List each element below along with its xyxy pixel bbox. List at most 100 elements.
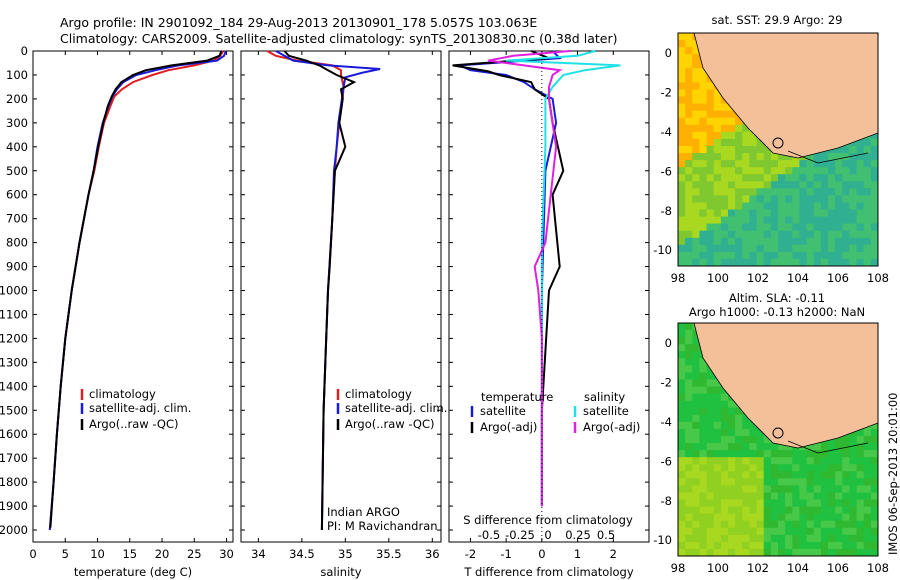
header-line-2: Climatology: CARS2009. Satellite-adjuste… <box>60 31 617 46</box>
map-cell <box>770 506 779 515</box>
map-cell <box>870 499 879 508</box>
map-cell <box>806 188 815 196</box>
map-cell <box>770 181 779 189</box>
map-cell <box>692 372 700 380</box>
map-cell <box>763 436 772 444</box>
map-cell <box>778 457 786 465</box>
map-y-tick-label: -10 <box>653 243 672 257</box>
map-cell <box>813 485 822 493</box>
map-cell <box>856 138 865 147</box>
map-cell <box>856 174 865 182</box>
map-cell <box>728 541 736 550</box>
map-cell <box>813 534 822 543</box>
map-cell <box>685 407 693 416</box>
map-cell <box>785 153 793 161</box>
panel-3: -2 -1 0 1 2 T difference from climatology temp… <box>448 50 650 579</box>
map-cell <box>692 414 700 423</box>
map-cell <box>728 110 736 119</box>
map-cell <box>678 323 686 331</box>
map-cell <box>720 181 729 189</box>
map-cell <box>842 223 850 232</box>
map-cell <box>728 153 736 161</box>
map-cell <box>863 506 872 515</box>
map-cell <box>713 450 722 458</box>
map-cell <box>685 541 693 550</box>
map-cell <box>856 230 865 239</box>
map-cell <box>778 230 786 239</box>
map-cell <box>692 89 700 98</box>
map-cell <box>692 110 700 119</box>
map-cell <box>870 478 879 486</box>
map-x-tick-label: 108 <box>867 561 889 575</box>
map-cell <box>763 513 772 522</box>
map-cell <box>706 237 715 246</box>
map-x-tick-label: 108 <box>867 271 889 285</box>
map-cell <box>849 195 857 203</box>
map-cell <box>706 548 715 557</box>
map-cell <box>678 167 686 175</box>
map-cell <box>756 457 765 465</box>
map-cell <box>720 103 729 112</box>
map-cell <box>728 520 736 529</box>
map-cell <box>870 513 879 522</box>
map-cell <box>792 209 800 218</box>
map-cell <box>699 237 707 246</box>
y-tick-label: 1500 <box>0 403 28 417</box>
map-cell <box>828 450 836 458</box>
map-cell <box>828 251 836 260</box>
map-cell <box>863 237 872 246</box>
map-cell <box>756 541 765 550</box>
map-cell <box>806 153 815 161</box>
map-cell <box>785 223 793 232</box>
map-cell <box>678 47 686 55</box>
map-cell <box>692 153 700 161</box>
map-cell <box>813 478 822 486</box>
map-cell <box>749 513 757 522</box>
map-cell <box>742 209 750 218</box>
map-cell <box>706 421 715 430</box>
map-cell <box>742 421 750 430</box>
map-cell <box>692 471 700 479</box>
map-cell <box>763 548 772 557</box>
map-cell <box>699 393 707 402</box>
map-cell <box>770 464 779 472</box>
map-cell <box>842 506 850 515</box>
map-cell <box>699 450 707 458</box>
map-cell <box>685 209 693 218</box>
map-cell <box>806 485 815 493</box>
map-cell <box>763 167 772 175</box>
map-cell <box>728 400 736 409</box>
map-cell <box>713 237 722 246</box>
map-cell <box>728 407 736 416</box>
map-cell <box>813 209 822 218</box>
map-cell <box>742 527 750 536</box>
map-cell <box>692 160 700 168</box>
map-cell <box>770 230 779 239</box>
map-cell <box>685 386 693 395</box>
x-tick-label: 35 <box>338 547 353 561</box>
map-cell <box>685 393 693 402</box>
map-cell <box>835 492 843 501</box>
map-cell <box>699 174 707 182</box>
map-cell <box>735 506 743 515</box>
map-cell <box>713 443 722 451</box>
map-cell <box>806 464 815 472</box>
map-cell <box>749 520 757 529</box>
map-cell <box>799 195 807 203</box>
map-cell <box>820 244 829 253</box>
map-cell <box>735 471 743 479</box>
map-cell <box>699 251 707 260</box>
map-cell <box>699 513 707 522</box>
map-cell <box>849 209 857 218</box>
map-cell <box>820 251 829 260</box>
map-cell <box>828 216 836 225</box>
map-cell <box>820 258 829 267</box>
map-cell <box>713 202 722 211</box>
map-cell <box>713 251 722 260</box>
map-cell <box>863 160 872 168</box>
map-cell <box>870 181 879 189</box>
map-cell <box>770 534 779 543</box>
map-cell <box>692 230 700 239</box>
x-tick-label: 30 <box>219 547 234 561</box>
map-cell <box>828 506 836 515</box>
